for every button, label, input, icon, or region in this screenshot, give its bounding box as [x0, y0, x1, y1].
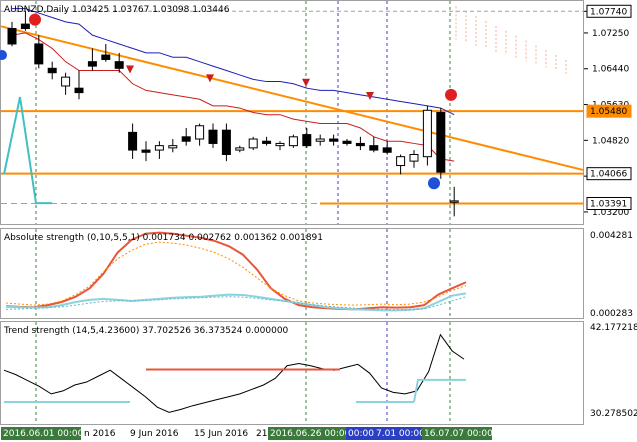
candle-body: [61, 76, 71, 87]
abs-panel-header: Absolute strength (0,10,5,5,1) 0.001734 …: [4, 233, 323, 243]
candle-body: [369, 145, 379, 151]
time-axis-tag: [422, 427, 492, 440]
sell-signal-dot-icon: [445, 88, 457, 101]
signal-arrow-icon: [126, 65, 134, 74]
absolute-strength-layer: [5, 229, 467, 318]
candle-body: [436, 112, 446, 173]
candle-body: [409, 153, 419, 162]
blue-moving-average: [12, 8, 455, 116]
candle-body: [355, 142, 365, 147]
abs-strength-series-0: [5, 231, 467, 311]
candle-body: [248, 138, 258, 149]
time-axis-tag: [268, 427, 346, 440]
candle-body: [47, 67, 57, 74]
candle-body: [275, 142, 285, 147]
main-price-layer: [0, 1, 584, 224]
price-level-box-label: 1.04066: [590, 170, 627, 180]
time-axis-layer: n 2016 9 Jun 2016 15 Jun 2016 21 2016.06.01 …: [1, 427, 493, 440]
candle-body: [422, 109, 432, 158]
price-level-box-label: 1.03391: [590, 200, 627, 210]
sell-signal-dot-icon: [29, 13, 41, 26]
candle-body: [302, 134, 312, 147]
trend-axis-label-max: 42.177218: [590, 323, 637, 333]
candle-body: [114, 61, 124, 69]
main-panel-header: AUDNZD,Daily 1.03425 1.03767 1.03098 1.0…: [4, 5, 230, 15]
time-axis-tag: [346, 427, 374, 440]
price-level-box: [586, 104, 632, 118]
candle-body: [20, 23, 30, 30]
time-axis-label: n 2016: [84, 429, 116, 439]
signal-arrow-icon: [206, 74, 214, 83]
price-axis-label: 1.04820: [592, 136, 629, 146]
candle-body: [168, 145, 178, 149]
cyan-zigzag: [3, 96, 52, 205]
candle-body: [382, 147, 392, 153]
candle-body: [208, 129, 218, 144]
abs-strength-series-2: [5, 292, 467, 312]
price-level-box: [586, 197, 632, 211]
trend-axis-label-min: 30.278502: [590, 409, 637, 419]
abs-axis-label-min: 0.000283: [590, 309, 633, 319]
candle-body: [101, 54, 111, 60]
candle-body: [449, 200, 459, 203]
candle-body: [396, 156, 406, 167]
price-axis-label: 1.03200: [592, 208, 629, 218]
price-level-box-label: 1.05480: [590, 107, 627, 117]
signal-arrow-icon: [302, 78, 310, 87]
abs-strength-series-3: [5, 296, 467, 311]
candle-body: [288, 136, 298, 147]
time-axis-tag-label: 2016.06.26 00:00: [270, 429, 351, 439]
price-axis-label: 1.06440: [592, 65, 629, 75]
absolute-strength-panel: [0, 228, 584, 319]
trend-strength-layer: [3, 322, 466, 424]
descending-trend-line: [0, 25, 584, 171]
time-axis-label: 9 Jun 2016: [130, 429, 179, 439]
trend-strength-panel: [0, 321, 584, 425]
candle-body: [195, 125, 205, 140]
candle-body: [141, 149, 151, 153]
candle-body: [87, 61, 97, 67]
trend-strength-blue-step: [413, 378, 466, 403]
time-axis-tag-label: 00:00: [348, 429, 374, 439]
time-axis-tag: [1, 427, 81, 440]
candle-body: [34, 43, 44, 65]
candle-body: [235, 147, 245, 151]
candle-body: [74, 87, 84, 94]
buy-signal-dot-icon: [0, 50, 7, 61]
candle-body: [181, 136, 191, 142]
candle-body: [329, 138, 339, 142]
candle-body: [128, 131, 138, 151]
time-axis-tag-label: 16.07.07 00:00: [424, 429, 493, 439]
price-level-box-label: 1.07740: [590, 7, 627, 17]
abs-strength-series-1: [5, 241, 467, 306]
time-axis-tag-label: 2016.06.01 00:00: [3, 429, 84, 439]
price-axis-label: 1.07250: [592, 29, 629, 39]
time-axis-label: 15 Jun 2016: [194, 429, 248, 439]
candle-body: [7, 28, 17, 45]
time-axis-tag: [374, 427, 422, 440]
price-level-box: [586, 167, 632, 181]
candle-body: [221, 129, 231, 155]
candle-body: [262, 140, 272, 144]
price-level-box: [586, 4, 632, 18]
candle-body: [342, 140, 352, 144]
price-axis-layer: 1.077401.072501.064401.056301.048201.040…: [584, 4, 637, 419]
candle-body: [154, 145, 164, 151]
trend-strength-line: [3, 333, 465, 413]
candle-body: [315, 138, 325, 142]
time-axis-label: 21: [256, 429, 267, 439]
abs-axis-label-max: 0.004281: [590, 231, 633, 241]
signal-arrow-icon: [366, 92, 374, 101]
trend-panel-header: Trend strength (14,5,4.23600) 37.702526 …: [3, 326, 289, 336]
time-axis-tag-label: 7.01 00:00: [376, 429, 425, 439]
buy-signal-dot-icon: [428, 177, 440, 190]
red-moving-average: [11, 32, 455, 162]
